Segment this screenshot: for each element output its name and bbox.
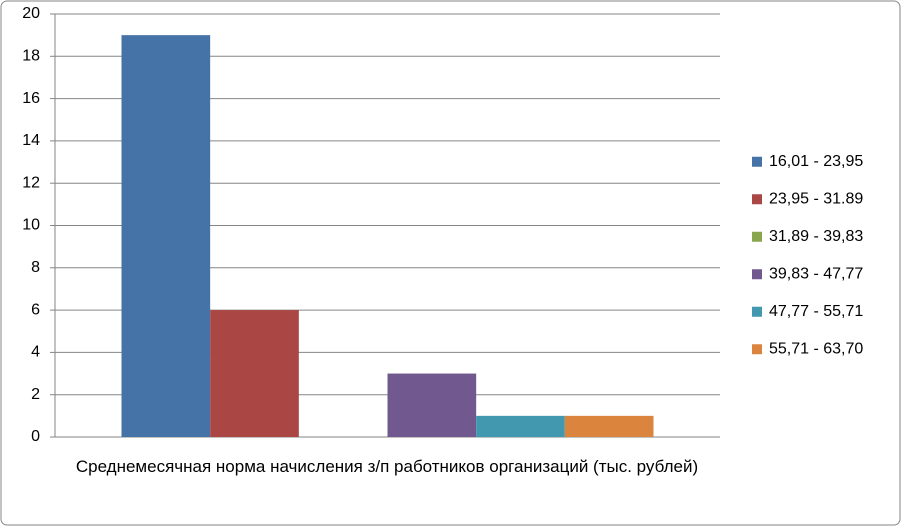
y-tick-label: 12 [22,174,40,191]
legend-label: 23,95 - 31.89 [769,190,863,207]
legend-label: 47,77 - 55,71 [769,303,863,320]
legend-label: 16,01 - 23,95 [769,153,863,170]
bar [210,310,299,437]
legend-label: 39,83 - 47,77 [769,265,863,282]
bar [564,415,654,437]
legend-swatch [752,231,762,242]
y-tick-label: 14 [22,132,40,149]
y-tick-label: 20 [22,5,40,22]
y-tick-label: 4 [31,344,40,361]
y-tick-label: 2 [31,386,40,403]
bar [476,415,565,437]
y-tick-label: 6 [31,301,40,318]
y-tick-label: 10 [22,217,40,234]
y-tick-label: 8 [31,259,40,276]
legend-swatch [752,344,762,355]
legend-swatch [752,156,762,167]
legend-swatch [752,194,762,205]
bar [387,373,477,437]
y-tick-label: 16 [22,90,40,107]
legend-label: 55,71 - 63,70 [769,340,863,357]
legend-swatch [752,306,762,317]
y-tick-label: 18 [22,48,40,65]
bar [121,35,211,438]
legend-label: 31,89 - 39,83 [769,228,863,245]
y-tick-label: 0 [31,428,40,445]
legend-swatch [752,269,762,280]
x-category-label: Среднемесячная норма начисления з/п рабо… [75,457,699,476]
